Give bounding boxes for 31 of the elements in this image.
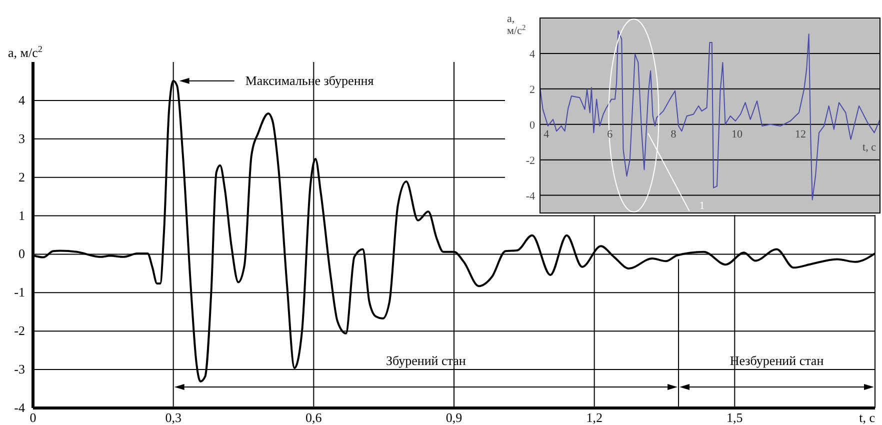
y-tick-label: -3 — [14, 362, 25, 377]
y-tick-label: -2 — [526, 154, 535, 167]
y-tick-label: -4 — [526, 190, 536, 202]
y-tick-label: 4 — [18, 92, 26, 108]
x-tick-label: 0,9 — [446, 410, 462, 425]
x-tick-label: 6 — [607, 128, 614, 140]
x-tick-label: 1,2 — [586, 410, 602, 425]
y-tick-label: 2 — [530, 84, 535, 96]
annotation: 1 — [699, 200, 705, 212]
x-tick-label: 8 — [670, 128, 677, 140]
y-tick-label: 0 — [530, 119, 536, 132]
y-tick-label: 3 — [18, 130, 25, 146]
x-tick-label: 4 — [544, 128, 550, 140]
y-tick-label: 2 — [18, 169, 25, 184]
x-tick-label: 12 — [795, 128, 806, 140]
y-tick-label: -2 — [14, 323, 25, 338]
x-tick-label: 1,5 — [726, 410, 743, 425]
y-tick-label: 1 — [18, 208, 25, 223]
x-tick-label: 0 — [30, 410, 36, 425]
y-axis-title: a, м/с$^{2}$ — [507, 13, 526, 37]
x-axis-title: t, c — [862, 141, 876, 154]
x-tick-label: 10 — [732, 128, 744, 140]
y-tick-label: -1 — [14, 284, 25, 300]
line-series — [540, 30, 880, 200]
y-tick-label: -4 — [14, 400, 26, 415]
y-tick-label: 4 — [530, 48, 536, 60]
x-tick-label: 0,3 — [165, 410, 182, 425]
x-tick-label: 0,6 — [306, 410, 322, 425]
y-tick-label: 0 — [18, 246, 25, 262]
y-axis-title: a, м/с$^{2}$ — [8, 44, 43, 60]
x-axis-title: t, c — [859, 410, 876, 425]
